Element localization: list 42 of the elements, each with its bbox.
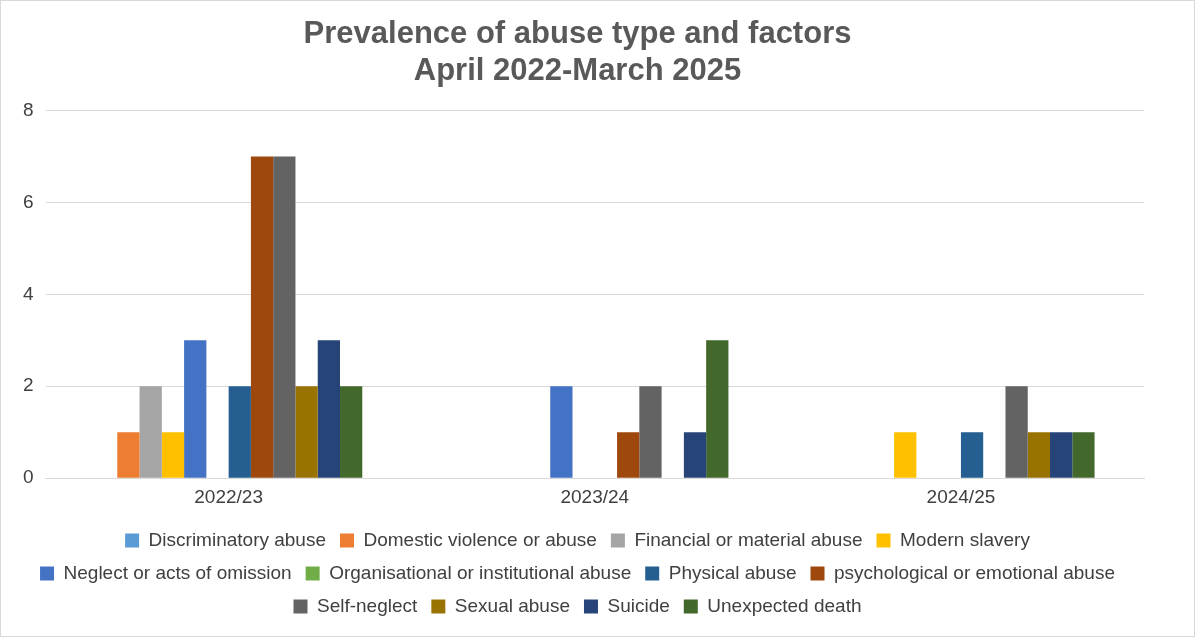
- chart-title: Prevalence of abuse type and factors April 2022-March 2025: [303, 15, 852, 88]
- legend-label: Domestic violence or abuse: [363, 528, 597, 550]
- bar: [639, 386, 662, 478]
- bar: [1050, 432, 1073, 478]
- y-tick-label: 8: [22, 98, 34, 120]
- x-tick-label: 2024/25: [926, 485, 996, 507]
- legend-label: Suicide: [607, 594, 670, 616]
- legend-label: Physical abuse: [668, 561, 797, 583]
- bar: [340, 386, 363, 478]
- legend-label: psychological or emotional abuse: [834, 561, 1115, 583]
- bar: [250, 156, 274, 478]
- y-tick-label: 2: [22, 374, 34, 396]
- legend-label: Self-neglect: [316, 594, 419, 616]
- bar: [1072, 432, 1095, 478]
- x-tick-label: 2023/24: [560, 485, 630, 507]
- bar: [295, 386, 318, 478]
- bar: [550, 386, 573, 478]
- bar: [117, 432, 140, 478]
- bar: [1005, 386, 1028, 478]
- bar: [617, 432, 640, 478]
- bar: [960, 432, 984, 478]
- bar: [683, 432, 707, 478]
- bar: [894, 432, 917, 478]
- bar: [1027, 432, 1051, 478]
- bar: [273, 156, 296, 478]
- legend-label: Financial or material abuse: [634, 528, 863, 550]
- bar: [139, 386, 162, 478]
- legend-label: Neglect or acts of omission: [63, 561, 292, 583]
- legend-label: Organisational or institutional abuse: [329, 561, 632, 583]
- x-tick-label: 2022/23: [194, 485, 263, 507]
- y-tick-label: 4: [22, 282, 34, 304]
- bar: [184, 340, 207, 478]
- legend-label: Sexual abuse: [454, 594, 570, 616]
- bar: [317, 340, 341, 478]
- legend-label: Discriminatory abuse: [148, 528, 327, 550]
- legend-label: Modern slavery: [900, 528, 1031, 550]
- y-tick-label: 0: [22, 466, 34, 488]
- bar: [161, 432, 185, 478]
- bar: [228, 386, 251, 478]
- y-tick-label: 6: [22, 190, 34, 212]
- legend-label: Unexpected death: [707, 594, 862, 616]
- bar: [706, 340, 729, 478]
